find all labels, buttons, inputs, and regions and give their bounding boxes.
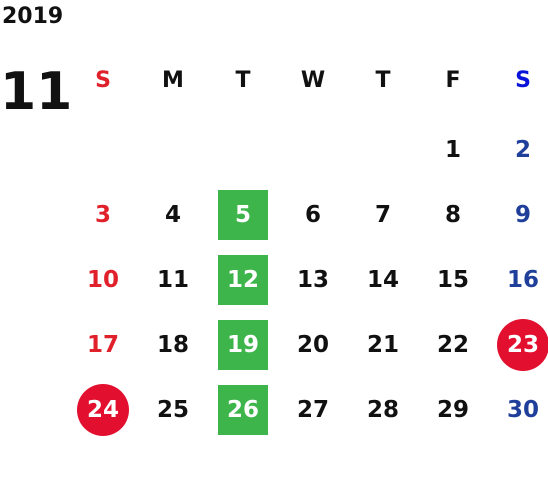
day-cell[interactable]: 28 xyxy=(366,397,399,423)
day-number: 23 xyxy=(497,319,548,371)
day-cell[interactable]: 25 xyxy=(156,397,189,423)
day-cell[interactable]: 8 xyxy=(444,202,461,228)
day-cell[interactable]: 6 xyxy=(304,202,321,228)
day-number: 19 xyxy=(218,320,268,370)
weekday-thursday: T xyxy=(375,67,391,93)
day-cell[interactable]: 14 xyxy=(366,267,399,293)
weekday-wednesday: W xyxy=(300,67,326,93)
weekday-sunday: S xyxy=(95,67,111,93)
day-cell-highlighted[interactable]: 12 xyxy=(208,255,278,305)
day-cell[interactable]: 1 xyxy=(444,137,461,163)
day-cell[interactable]: 21 xyxy=(366,332,399,358)
day-cell-highlighted[interactable]: 5 xyxy=(208,190,278,240)
day-cell-holiday[interactable]: 24 xyxy=(68,384,138,436)
day-cell[interactable]: 15 xyxy=(436,267,469,293)
day-cell-highlighted[interactable]: 26 xyxy=(208,385,278,435)
day-cell[interactable]: 4 xyxy=(164,202,181,228)
day-cell[interactable]: 22 xyxy=(436,332,469,358)
day-cell[interactable]: 18 xyxy=(156,332,189,358)
day-cell[interactable]: 17 xyxy=(86,332,119,358)
day-cell[interactable]: 29 xyxy=(436,397,469,423)
day-number: 26 xyxy=(218,385,268,435)
month-number: 11 xyxy=(0,62,73,122)
year-label: 2019 xyxy=(2,4,64,29)
day-number: 24 xyxy=(77,384,129,436)
day-cell[interactable]: 7 xyxy=(374,202,391,228)
day-cell[interactable]: 16 xyxy=(506,267,539,293)
day-cell[interactable]: 27 xyxy=(296,397,329,423)
day-cell[interactable]: 30 xyxy=(506,397,539,423)
day-cell[interactable]: 3 xyxy=(94,202,111,228)
weekday-saturday: S xyxy=(515,67,531,93)
weekday-monday: M xyxy=(162,67,184,93)
day-cell-holiday[interactable]: 23 xyxy=(488,319,548,371)
weekday-friday: F xyxy=(445,67,461,93)
day-cell[interactable]: 11 xyxy=(156,267,189,293)
day-cell[interactable]: 2 xyxy=(514,137,531,163)
day-cell[interactable]: 13 xyxy=(296,267,329,293)
day-cell[interactable]: 20 xyxy=(296,332,329,358)
day-number: 12 xyxy=(218,255,268,305)
weekday-tuesday: T xyxy=(235,67,251,93)
day-cell[interactable]: 10 xyxy=(86,267,119,293)
day-number: 5 xyxy=(218,190,268,240)
day-cell-highlighted[interactable]: 19 xyxy=(208,320,278,370)
day-cell[interactable]: 9 xyxy=(514,202,531,228)
